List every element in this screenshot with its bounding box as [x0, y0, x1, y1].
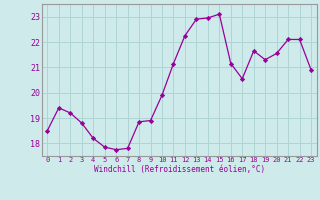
X-axis label: Windchill (Refroidissement éolien,°C): Windchill (Refroidissement éolien,°C): [94, 165, 265, 174]
